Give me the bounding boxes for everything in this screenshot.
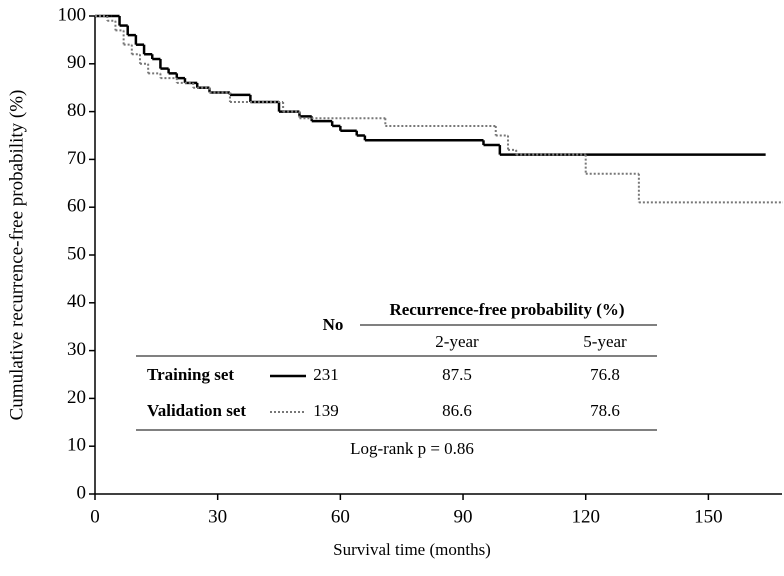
y-tick-label: 50 xyxy=(67,243,86,264)
y-tick-label: 80 xyxy=(67,100,86,121)
y-tick-label: 40 xyxy=(67,291,86,312)
y-tick-label: 60 xyxy=(67,196,86,217)
table-cell: 76.8 xyxy=(590,365,620,384)
table-header: 5-year xyxy=(583,332,627,351)
table-cell: 78.6 xyxy=(590,401,620,420)
y-tick-label: 20 xyxy=(67,387,86,408)
y-axis-label: Cumulative recurrence-free probability (… xyxy=(6,90,27,421)
table-row-label: Training set xyxy=(147,365,234,384)
table-cell: 231 xyxy=(313,365,339,384)
table-cell: 87.5 xyxy=(442,365,472,384)
y-tick-label: 100 xyxy=(58,4,87,25)
x-tick-label: 30 xyxy=(208,506,227,527)
x-axis-label: Survival time (months) xyxy=(333,540,491,559)
table-cell: 139 xyxy=(313,401,339,420)
y-tick-label: 70 xyxy=(67,148,86,169)
y-tick-label: 0 xyxy=(77,482,87,503)
y-tick-label: 10 xyxy=(67,435,86,456)
table-note: Log-rank p = 0.86 xyxy=(350,439,474,458)
x-tick-label: 0 xyxy=(90,506,100,527)
table-header: 2-year xyxy=(435,332,479,351)
y-tick-label: 30 xyxy=(67,339,86,360)
x-tick-label: 90 xyxy=(454,506,473,527)
table-header: Recurrence-free probability (%) xyxy=(389,300,624,319)
x-tick-label: 150 xyxy=(694,506,723,527)
table-cell: 86.6 xyxy=(442,401,472,420)
y-tick-label: 90 xyxy=(67,52,86,73)
table-header: No xyxy=(323,315,344,334)
x-tick-label: 60 xyxy=(331,506,350,527)
x-tick-label: 120 xyxy=(571,506,600,527)
table-row-label: Validation set xyxy=(147,401,246,420)
